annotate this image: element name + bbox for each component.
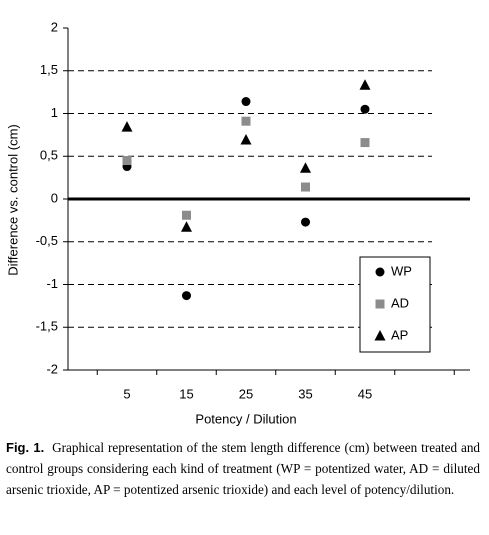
x-axis-label: Potency / Dilution (195, 411, 296, 426)
point (301, 217, 310, 227)
x-tick-label: 25 (239, 386, 253, 401)
legend-label: AP (391, 327, 408, 342)
caption-label: Fig. 1. (6, 440, 45, 455)
legend-box (359, 256, 431, 353)
legend-marker (374, 330, 386, 341)
y-tick-label: -0,5 (36, 233, 58, 248)
point (360, 104, 370, 114)
point (240, 134, 252, 145)
point (121, 121, 133, 132)
point (360, 138, 370, 148)
y-tick-label: -2 (46, 361, 58, 376)
x-tick-label: 45 (358, 386, 372, 401)
x-tick-label: 35 (298, 386, 312, 401)
y-tick-label: 1 (51, 105, 58, 120)
legend-label: WP (391, 263, 412, 278)
x-tick-label: 5 (123, 386, 130, 401)
point (181, 221, 192, 232)
caption: Fig. 1. Graphical representation of the … (6, 437, 480, 500)
y-tick-label: 0,5 (40, 148, 58, 163)
y-tick-label: -1,5 (36, 319, 58, 334)
y-tick-label: 2 (51, 19, 58, 34)
point (241, 116, 251, 126)
point (182, 210, 191, 220)
y-axis-label: Difference vs. control (cm) (5, 124, 20, 275)
point (300, 162, 311, 173)
point (182, 291, 191, 301)
legend-marker (375, 299, 385, 309)
point (301, 182, 310, 192)
y-tick-label: -1 (46, 276, 58, 291)
chart: Difference vs. control (cm) Potency / Di… (5, 19, 470, 426)
point (359, 79, 371, 90)
legend-label: AD (391, 295, 409, 310)
y-tick-label: 0 (51, 190, 58, 205)
caption-text: Graphical representation of the stem len… (6, 440, 481, 497)
legend-marker (375, 267, 385, 277)
point (122, 156, 132, 166)
x-tick-label: 15 (179, 386, 193, 401)
point (241, 97, 251, 107)
y-tick-label: 1,5 (40, 62, 58, 77)
